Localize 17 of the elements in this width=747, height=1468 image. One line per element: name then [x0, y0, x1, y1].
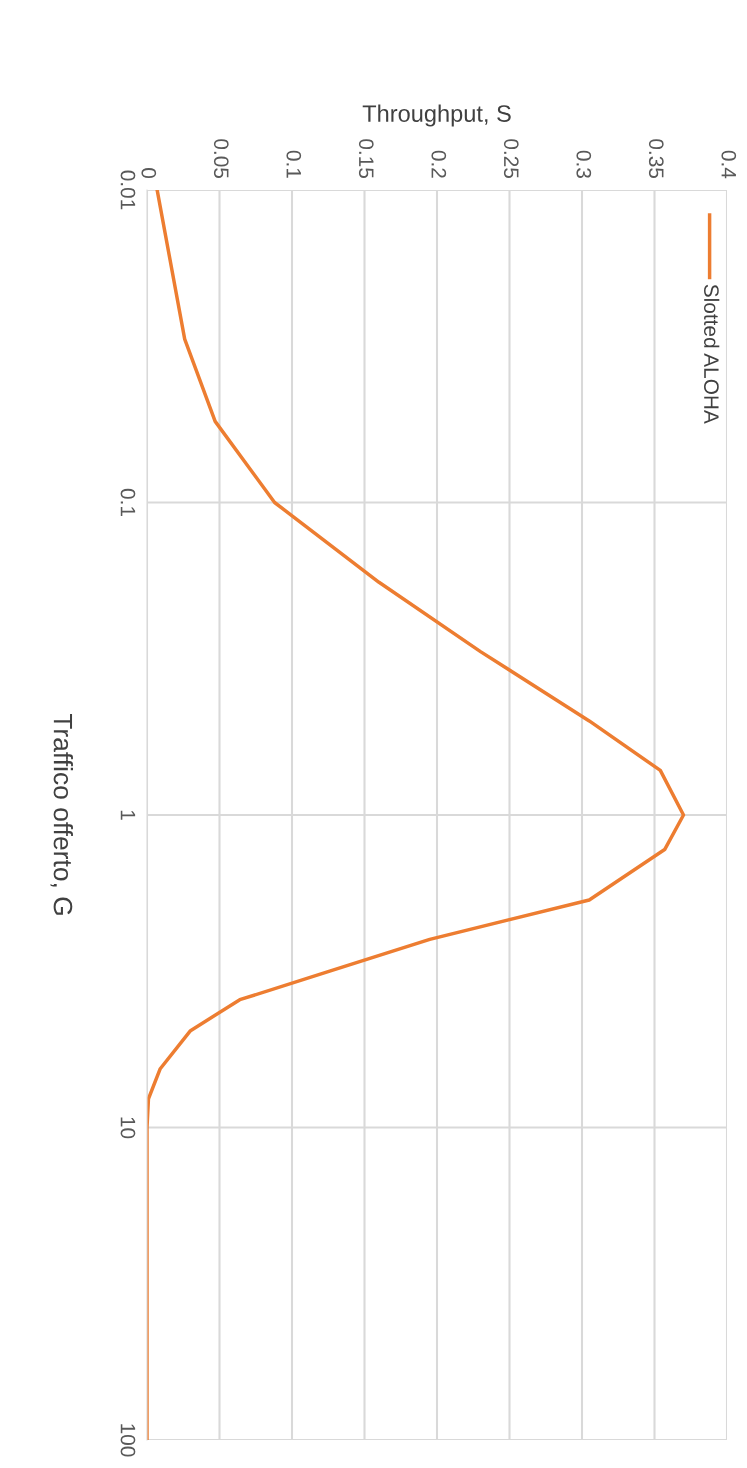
x-tick-label: 0.2 [431, 150, 447, 178]
y-tick-label: 0.01 [120, 170, 136, 210]
text: Slotted ALOHA [704, 284, 720, 424]
y-tick-label: 1 [120, 810, 136, 820]
x-tick-label: 0.25 [503, 139, 519, 179]
x-tick-label: 0.3 [576, 150, 592, 178]
x-tick-label: 0.35 [648, 139, 664, 179]
y-tick-label: 10 [120, 1117, 136, 1139]
x-axis-title: Throughput, S [362, 104, 511, 127]
y-tick-label: 100 [120, 1424, 136, 1457]
x-tick-label: 0.05 [213, 139, 229, 179]
x-tick-label: 0.4 [721, 150, 737, 179]
y-tick-label: 0.1 [120, 488, 136, 516]
x-tick-label: 0.1 [286, 150, 302, 178]
x-tick-label: 0 [141, 168, 157, 179]
y-axis-title: Traffico offerto, G [50, 713, 73, 915]
x-tick-label: 0.15 [358, 139, 374, 179]
